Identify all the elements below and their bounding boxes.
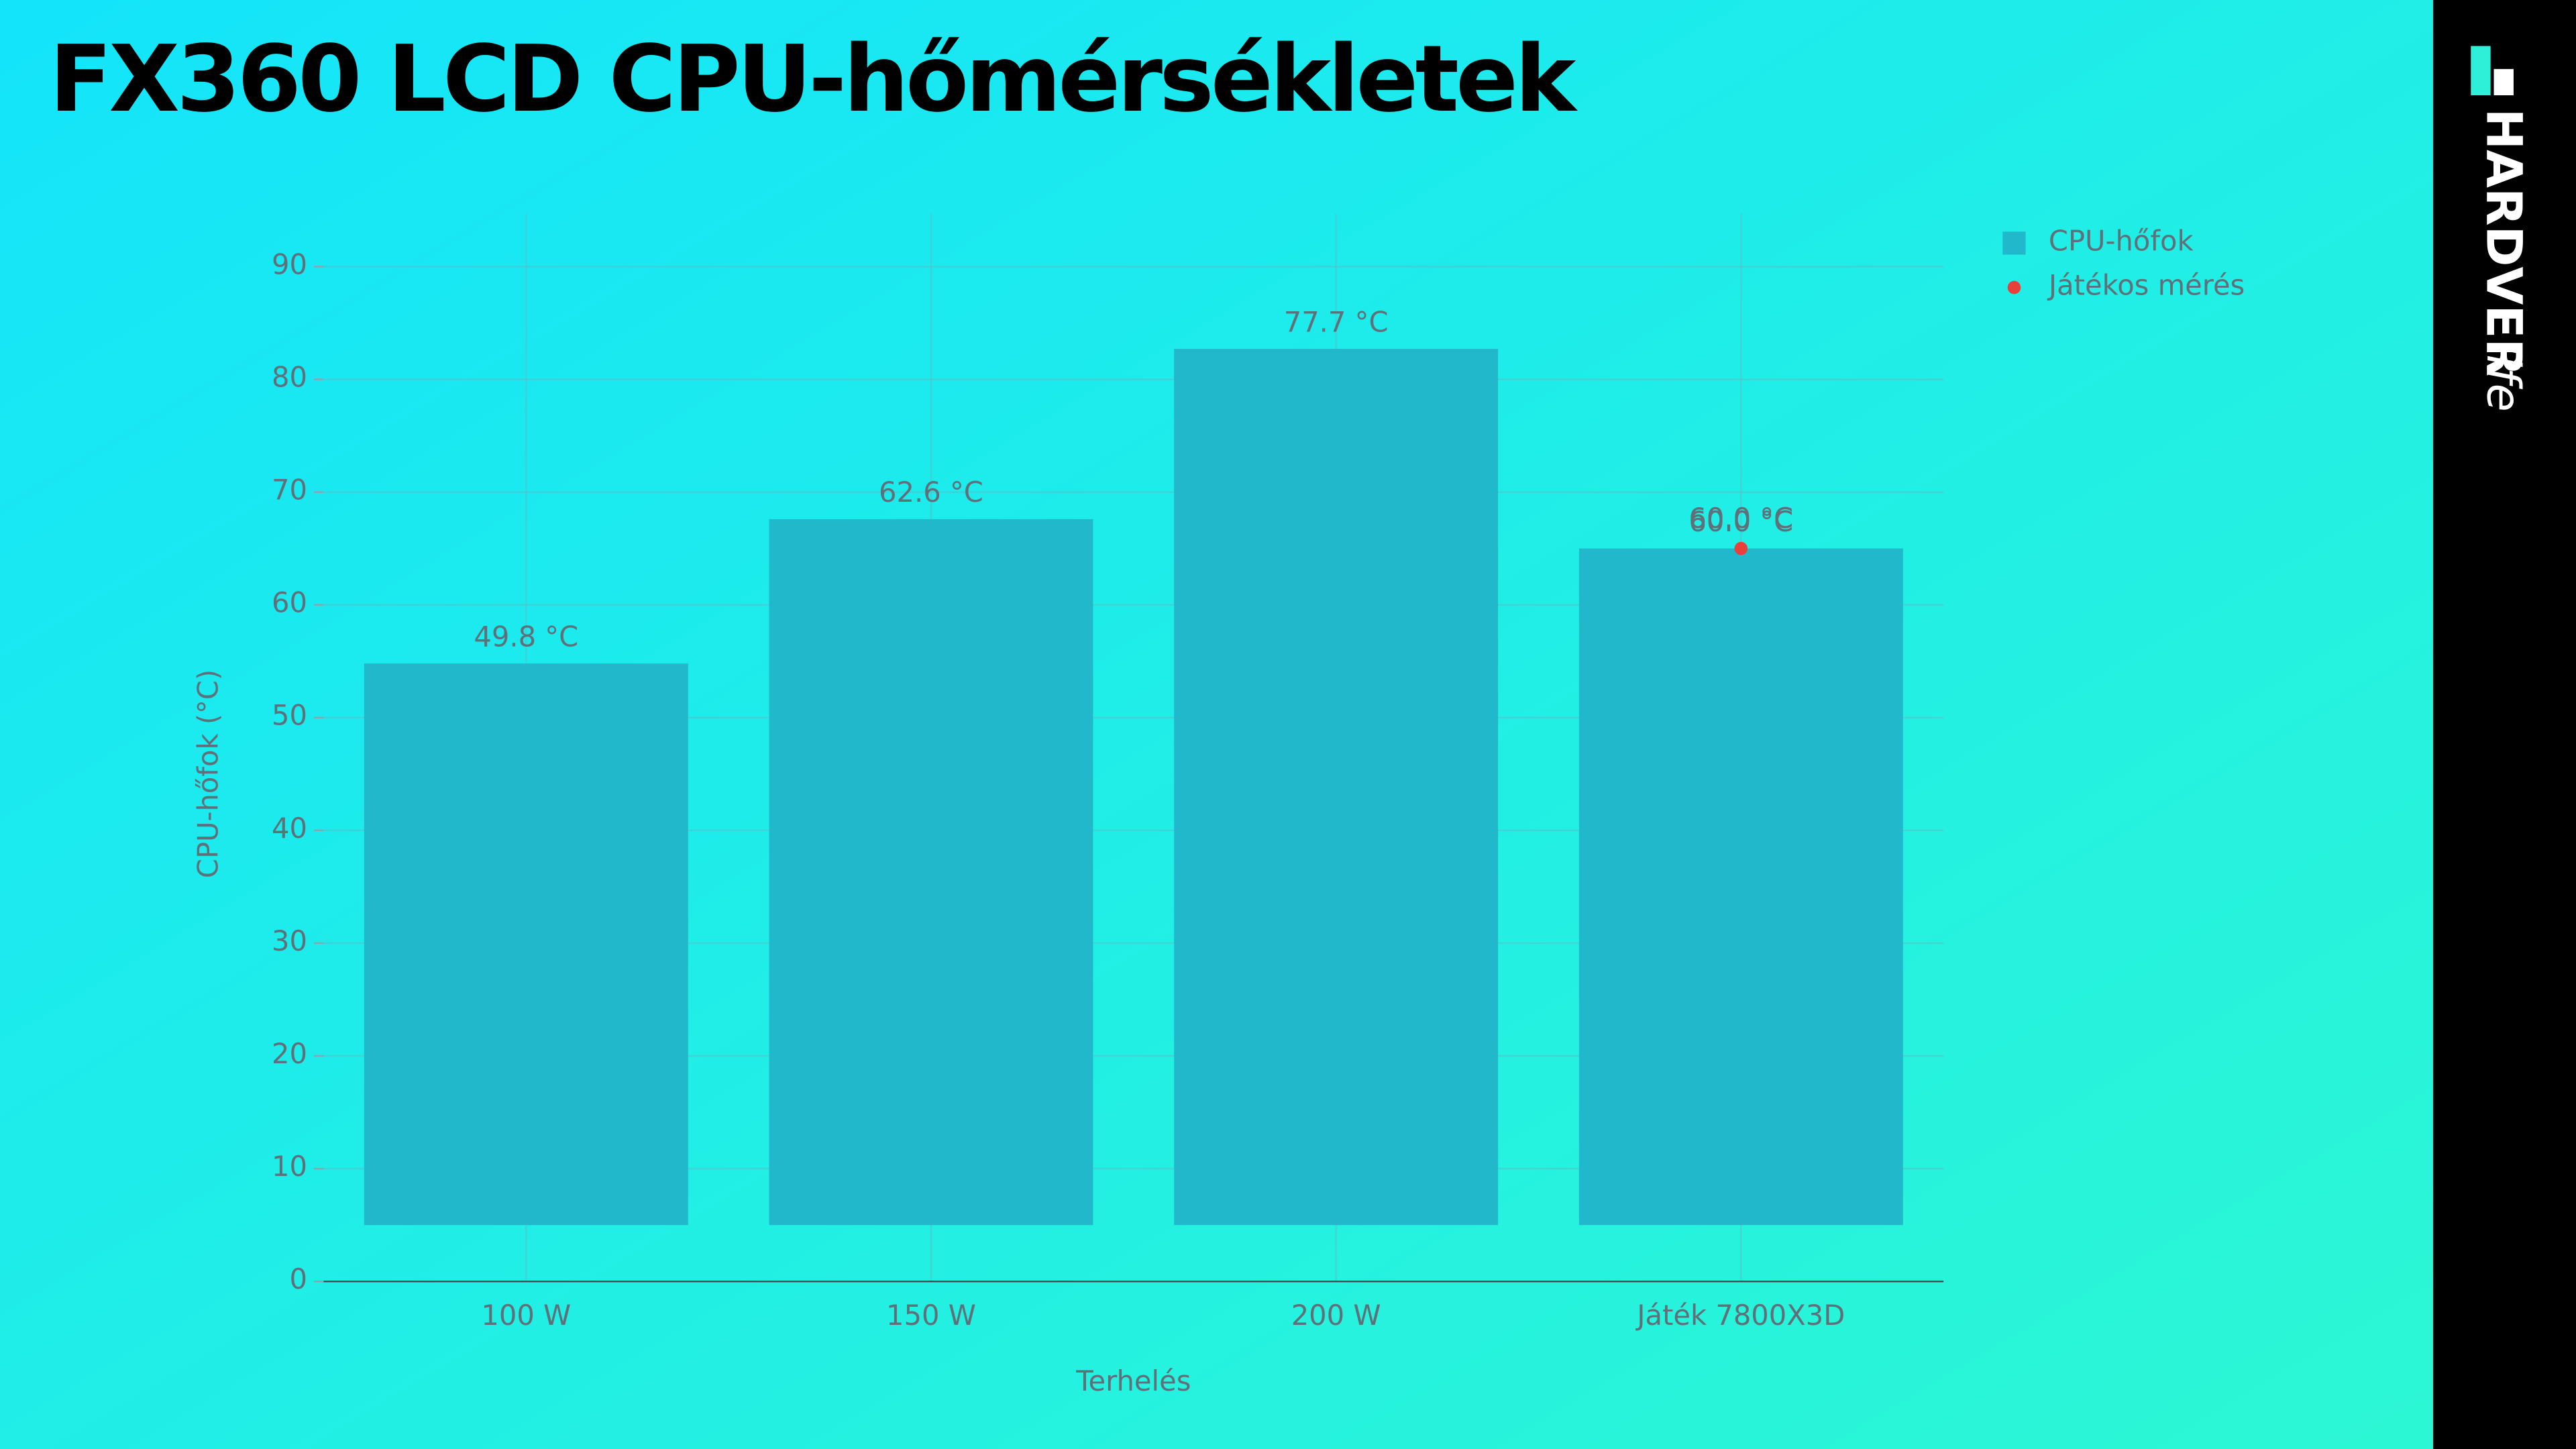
value-label: 49.8 °C [474,620,578,653]
x-tick-label: Játék 7800X3D [1635,1299,1845,1332]
legend-label: CPU-hőfok [2049,224,2194,257]
brand-suffix: life [2476,341,2530,411]
legend-swatch [2002,231,2026,255]
value-label: 77.7 °C [1284,305,1389,338]
logo-icon [2471,46,2491,96]
y-tick-label: 20 [272,1037,307,1070]
y-axis-title: CPU-hőfok (°C) [191,669,224,878]
brand-name: HARDVER [2475,109,2532,376]
bar [1578,548,1903,1226]
value-label: 60.0 °C [1688,505,1793,538]
brand-logo: HARDVER life [2471,46,2532,412]
x-tick-label: 150 W [886,1299,976,1332]
y-tick-label: 0 [289,1263,307,1295]
point [1734,541,1748,555]
legend-swatch [2007,280,2021,294]
bar [364,663,688,1226]
x-axis-title: Terhelés [1075,1364,1191,1397]
bar [769,519,1093,1226]
y-tick-label: 70 [272,474,307,506]
y-tick-label: 60 [272,586,307,619]
value-label: 62.6 °C [879,476,983,508]
chart-title: FX360 LCD CPU-hőmérsékletek [49,26,1578,133]
x-tick-label: 100 W [481,1299,571,1332]
y-tick-label: 90 [272,248,307,280]
brand-strip [2432,0,2576,1449]
value-label: 60.0 °C [1688,502,1793,535]
y-tick-label: 10 [272,1150,307,1183]
y-tick-label: 50 [272,699,307,732]
x-tick-label: 200 W [1291,1299,1381,1332]
y-tick-label: 80 [272,360,307,393]
logo-icon [2493,68,2514,96]
y-tick-label: 40 [272,812,307,845]
legend-label: Játékos mérés [2047,269,2245,302]
bar [1174,349,1499,1226]
y-tick-label: 30 [272,924,307,957]
